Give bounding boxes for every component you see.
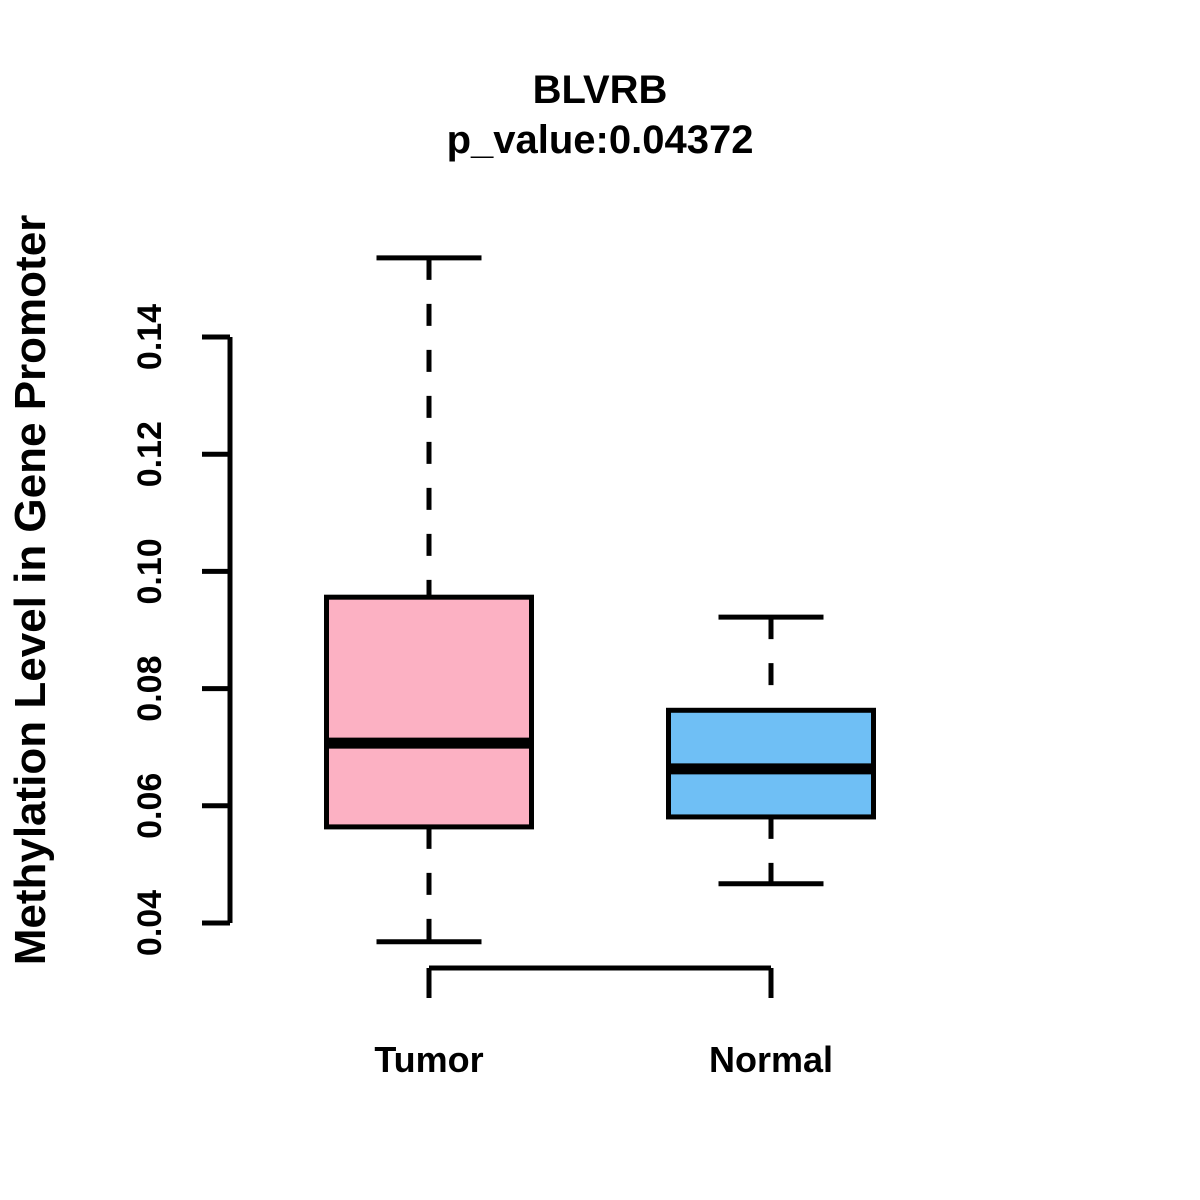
y-tick-label: 0.12 — [131, 421, 169, 487]
x-category-label-tumor: Tumor — [374, 1039, 483, 1080]
y-tick-label: 0.08 — [131, 656, 169, 722]
x-category-label-normal: Normal — [709, 1039, 833, 1080]
chart-title: BLVRB — [532, 68, 668, 112]
y-tick-label: 0.04 — [131, 890, 169, 956]
box-tumor — [324, 594, 534, 830]
y-tick-label: 0.10 — [131, 538, 169, 604]
chart-subtitle: p_value:0.04372 — [446, 118, 754, 162]
y-tick-label: 0.06 — [131, 773, 169, 839]
y-tick-label: 0.14 — [131, 304, 169, 370]
